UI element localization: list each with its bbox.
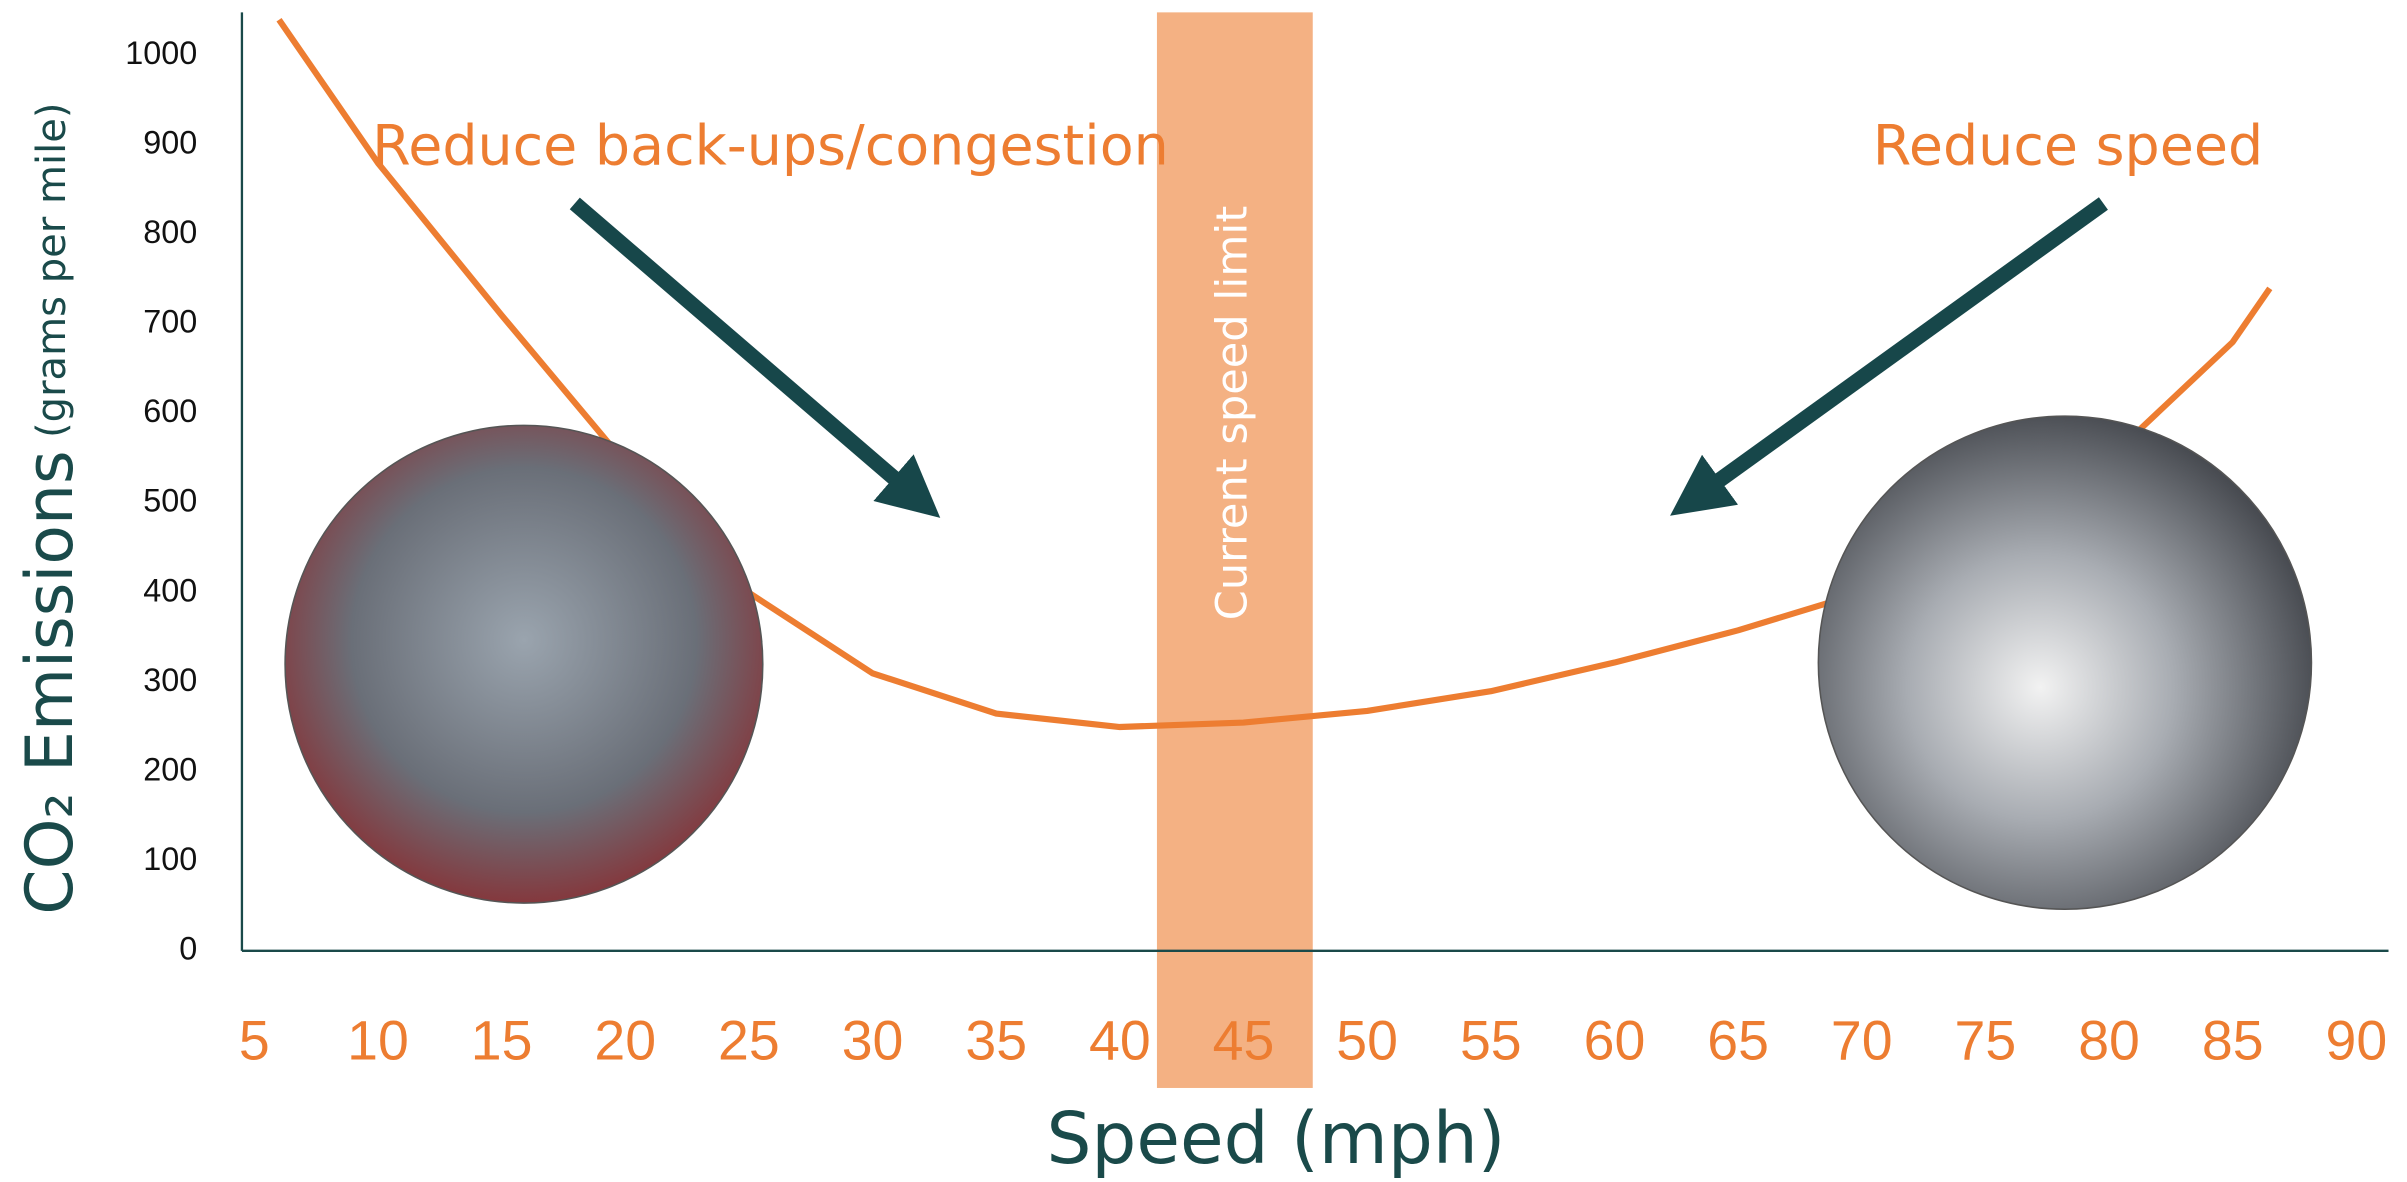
x-tick-label: 55 (1460, 1009, 1522, 1071)
x-tick-label: 60 (1584, 1009, 1646, 1071)
y-tick-label: 800 (143, 214, 197, 250)
x-tick-label: 75 (1955, 1009, 2017, 1071)
x-tick-label: 10 (347, 1009, 409, 1071)
x-axis-title: Speed (mph) (1046, 1097, 1505, 1180)
band-label: Current speed limit (1207, 206, 1257, 621)
x-tick-label: 70 (1831, 1009, 1893, 1071)
arrow (569, 197, 941, 518)
x-tick-label: 50 (1336, 1009, 1398, 1071)
x-tick-label: 80 (2078, 1009, 2140, 1071)
y-tick-label: 300 (143, 662, 197, 698)
y-axis-title: CO₂ Emissions (grams per mile) (13, 103, 88, 915)
x-tick-label: 90 (2326, 1009, 2388, 1071)
x-tick-label: 65 (1707, 1009, 1769, 1071)
x-tick-label: 45 (1213, 1009, 1275, 1071)
y-tick-label: 100 (143, 841, 197, 877)
y-tick-label: 200 (143, 751, 197, 787)
truck-photo (1817, 415, 2313, 910)
y-tick-label: 600 (143, 393, 197, 429)
x-tick-label: 30 (842, 1009, 904, 1071)
annotation: Reduce speed (1873, 115, 2263, 179)
y-tick-label: 700 (143, 304, 197, 340)
annotation: Reduce back-ups/congestion (372, 115, 1169, 179)
y-tick-label: 400 (143, 572, 197, 608)
arrow (1670, 197, 2108, 516)
x-tick-label: 25 (718, 1009, 780, 1071)
y-label-unit: (grams per mile) (29, 103, 75, 438)
y-tick-label: 0 (179, 930, 197, 966)
x-tick-label: 85 (2202, 1009, 2264, 1071)
speed-limit-band (1156, 12, 1313, 1088)
y-tick-label: 1000 (125, 35, 197, 71)
x-tick-label: 35 (965, 1009, 1027, 1071)
x-tick-label: 5 (239, 1009, 270, 1071)
y-label: CO₂ Emissions (13, 450, 88, 914)
x-tick-label: 15 (471, 1009, 533, 1071)
x-tick-label: 40 (1089, 1009, 1151, 1071)
y-tick-label: 500 (143, 483, 197, 519)
y-tick-label: 900 (143, 125, 197, 161)
x-tick-label: 20 (594, 1009, 656, 1071)
congestion-photo (284, 424, 764, 904)
